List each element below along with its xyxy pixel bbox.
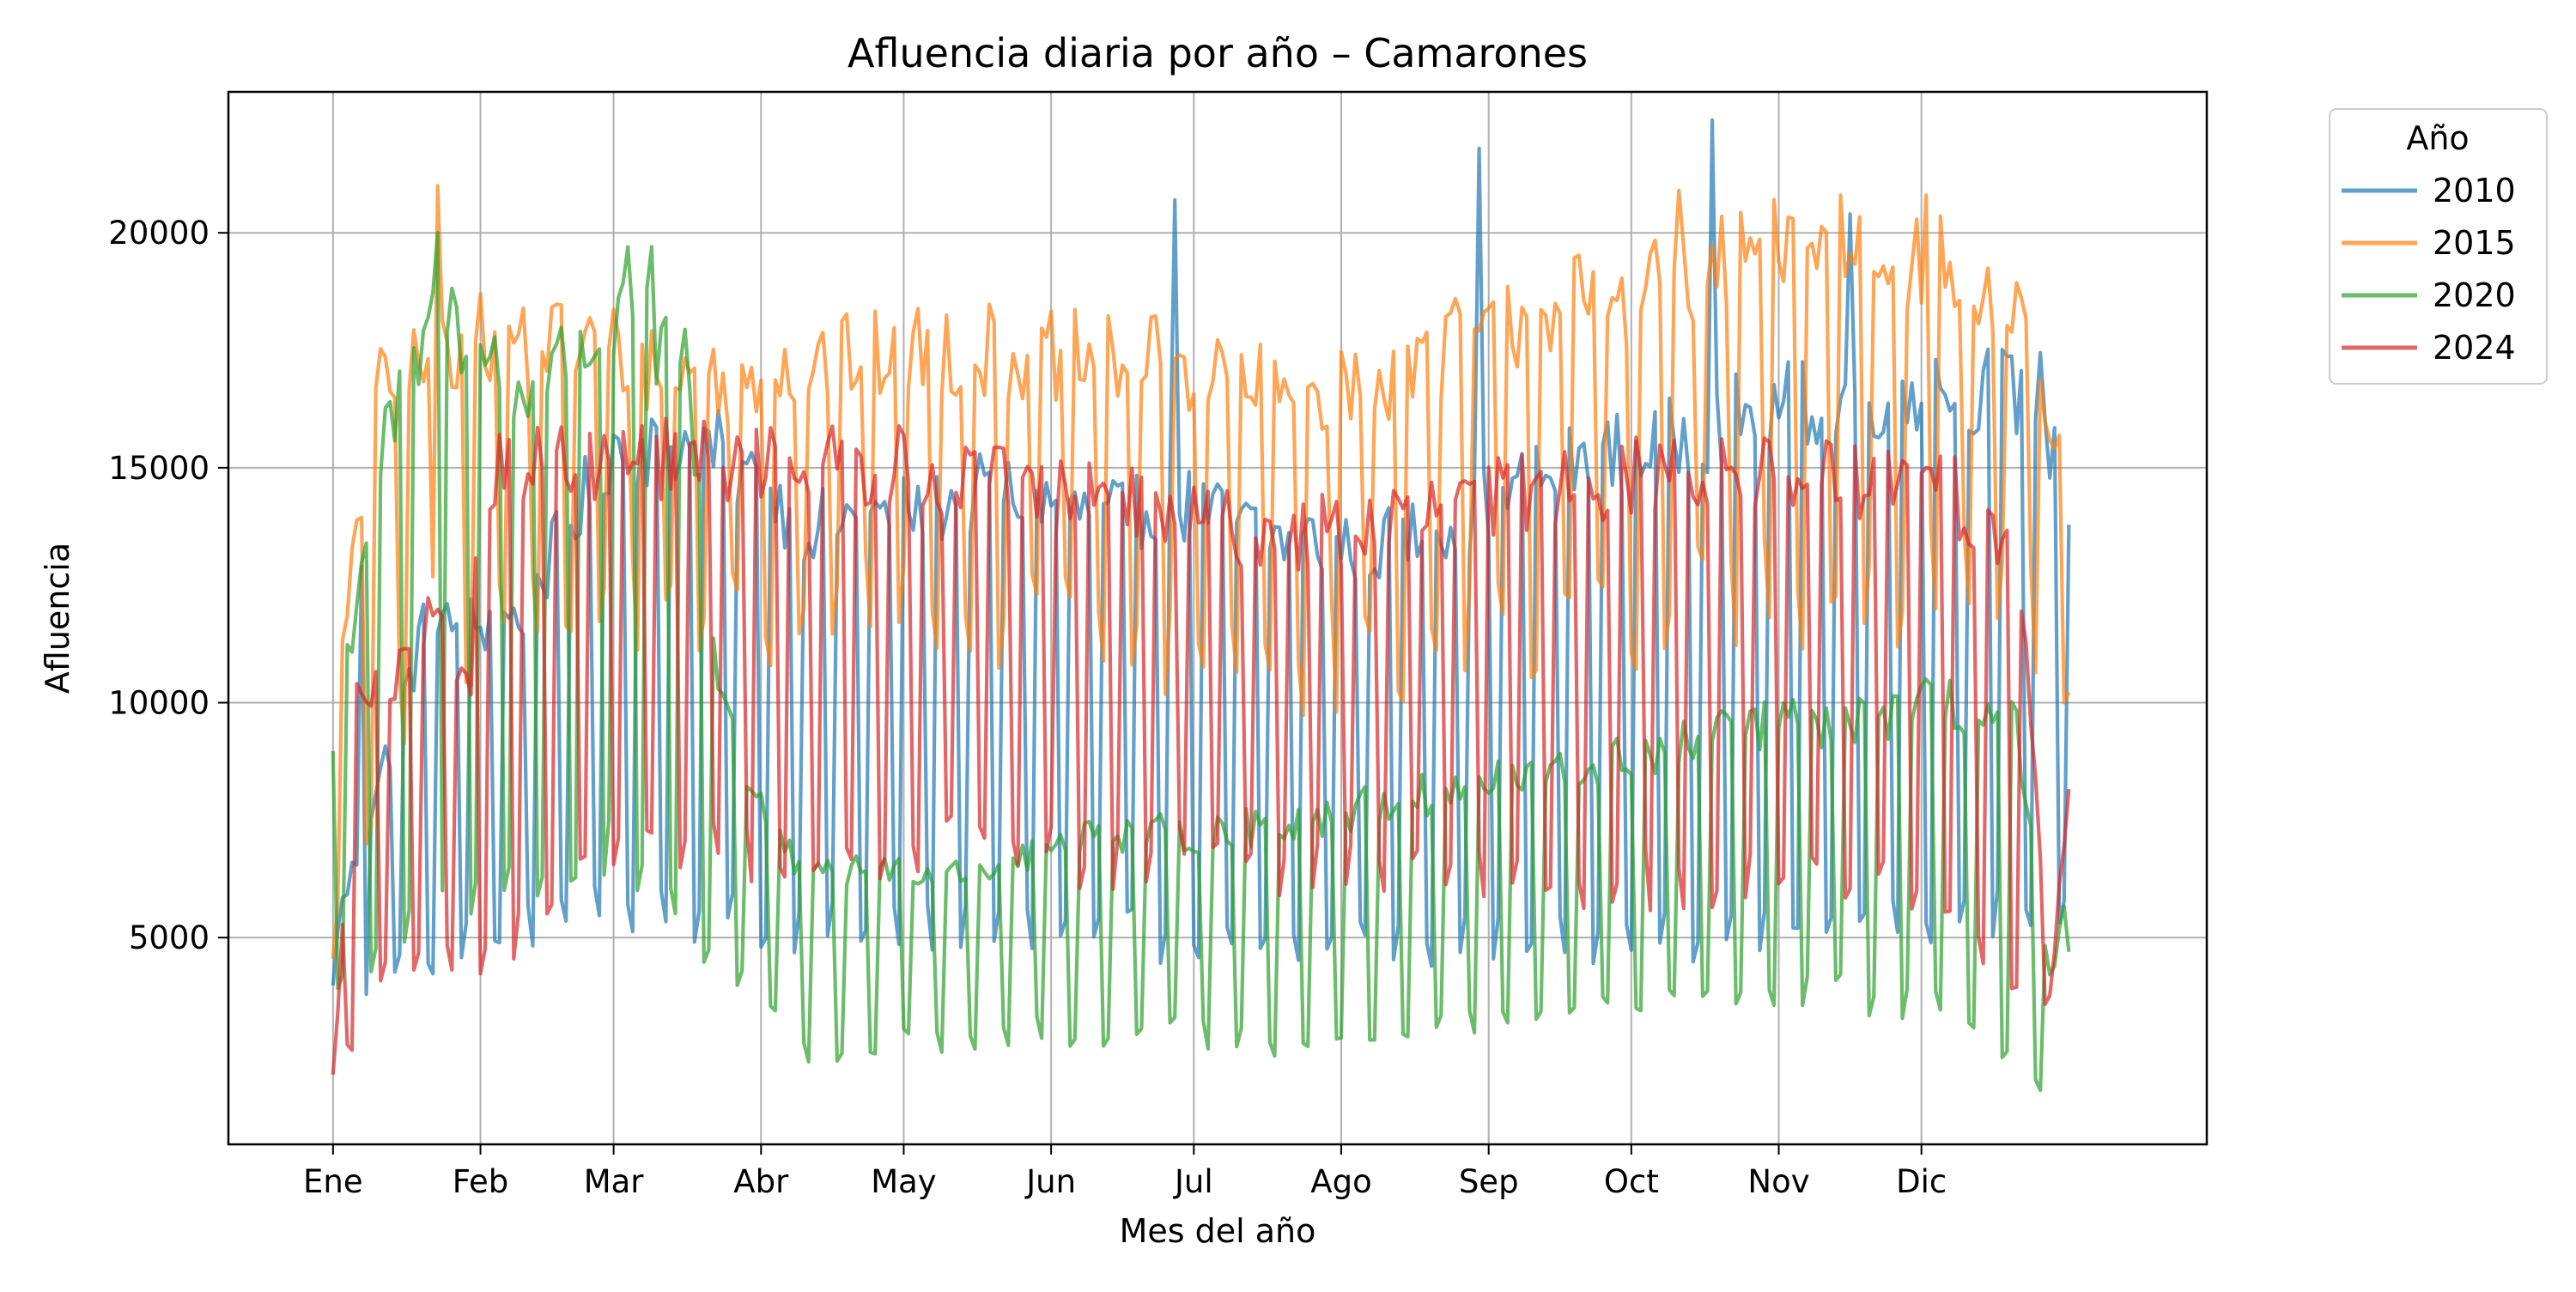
x-tick-label: Feb: [453, 1163, 509, 1200]
legend: Año 2010 2015 2020 2024: [2329, 108, 2548, 385]
legend-title: Año: [2406, 119, 2469, 157]
x-tick-label: Oct: [1604, 1163, 1659, 1200]
x-tick-label: Mar: [584, 1163, 645, 1200]
x-tick-label: Ene: [303, 1163, 363, 1200]
y-axis-label: Afluencia: [39, 543, 76, 694]
y-tick-label: 5000: [129, 919, 210, 956]
x-axis-label: Mes del año: [1120, 1212, 1316, 1250]
x-tick-label: Nov: [1747, 1163, 1809, 1200]
legend-label-2020: 2020: [2433, 276, 2516, 314]
x-tick-label: May: [871, 1163, 937, 1200]
series-line-2024: [331, 416, 2071, 1075]
legend-label-2015: 2015: [2433, 224, 2516, 262]
legend-items: 2010 2015 2020 2024: [2342, 172, 2516, 367]
x-tick-label: Jul: [1173, 1163, 1213, 1200]
plot-frame: [227, 90, 2208, 1146]
legend-label-2024: 2024: [2433, 329, 2516, 367]
legend-frame: [2329, 108, 2548, 385]
axis-ticks: Ene Feb Mar Abr May Jun Jul Ago Sep Oct Nov Dic 5000…: [108, 215, 1947, 1200]
y-tick-label: 15000: [108, 450, 210, 487]
x-tick-label: Sep: [1459, 1163, 1519, 1200]
x-tick-label: Abr: [733, 1163, 789, 1200]
series-line-2015: [331, 184, 2071, 959]
series-line-2020: [331, 231, 2071, 1093]
x-tick-label: Ago: [1310, 1163, 1371, 1200]
legend-label-2010: 2010: [2433, 172, 2516, 209]
x-tick-label: Dic: [1896, 1163, 1947, 1200]
chart-title: Afluencia diaria por año – Camarones: [848, 30, 1588, 76]
y-tick-label: 10000: [108, 685, 210, 722]
x-tick-label: Jun: [1024, 1163, 1076, 1200]
series-lines: [331, 118, 2071, 1093]
y-tick-label: 20000: [108, 215, 210, 252]
